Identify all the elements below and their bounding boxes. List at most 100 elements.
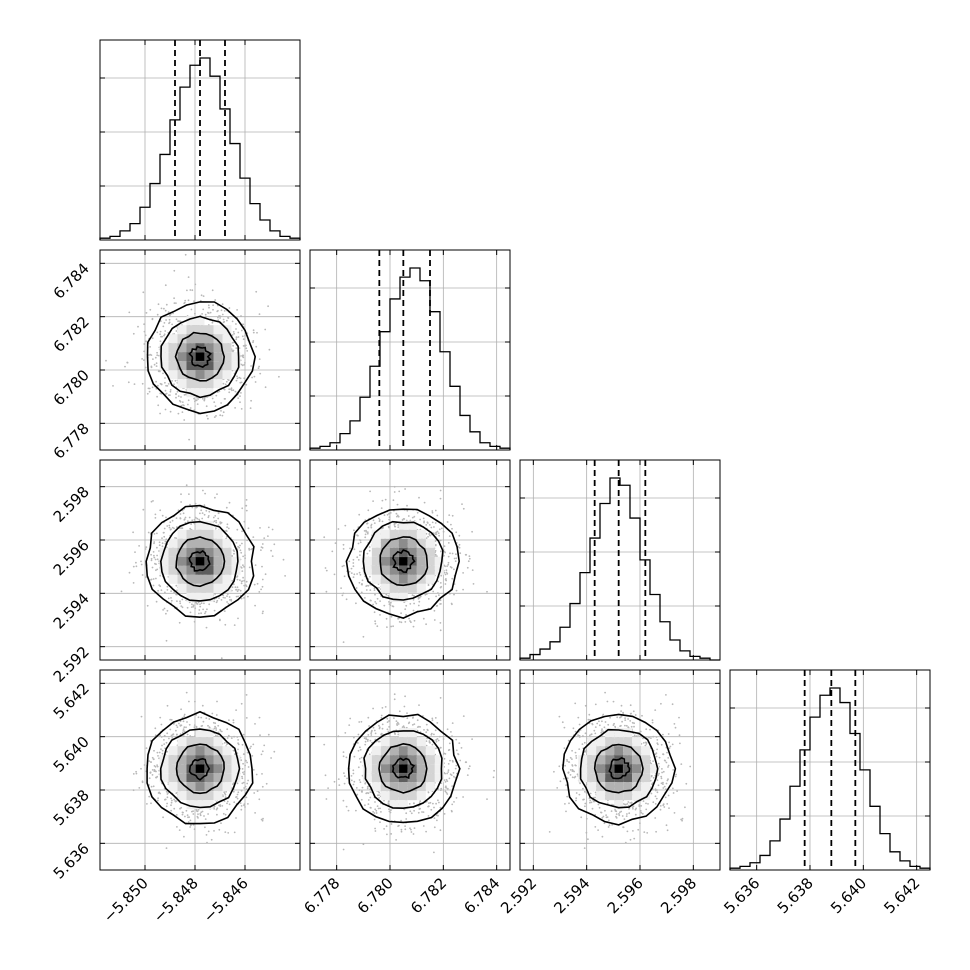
sample-point — [406, 509, 409, 512]
sample-point — [264, 386, 267, 389]
density-cell — [195, 370, 205, 380]
sample-point — [403, 518, 406, 520]
contour-level-3 — [174, 331, 226, 382]
density-cell — [416, 583, 426, 593]
sample-point — [166, 525, 169, 527]
panel-frame — [99, 39, 301, 241]
sample-point — [175, 814, 178, 816]
density-cell — [168, 574, 178, 584]
sample-point — [166, 609, 169, 612]
sample-point — [221, 805, 224, 807]
sample-point — [433, 619, 436, 621]
sample-point — [220, 822, 222, 825]
sample-point — [194, 502, 197, 505]
sample-point — [243, 565, 245, 568]
sample-point — [213, 727, 216, 730]
sample-point — [175, 396, 177, 399]
sample-point — [180, 708, 183, 711]
density-cell — [195, 379, 205, 389]
sample-point — [182, 404, 184, 406]
sample-point — [409, 603, 412, 605]
sample-point — [444, 551, 446, 554]
density-cell — [425, 538, 435, 548]
sample-point — [144, 548, 147, 550]
sample-point — [224, 597, 226, 599]
sample-point — [237, 617, 239, 620]
sample-point — [180, 404, 183, 407]
sample-point — [132, 773, 135, 775]
density-cell — [222, 334, 232, 344]
sample-point — [156, 313, 159, 316]
sample-point — [227, 379, 230, 381]
sample-point — [175, 318, 178, 321]
sample-point — [216, 700, 218, 703]
sample-point — [214, 722, 217, 725]
sample-point — [175, 330, 178, 332]
sample-point — [439, 622, 442, 624]
sample-point — [451, 552, 454, 555]
panel-frame — [99, 249, 301, 451]
sample-point — [418, 600, 421, 603]
sample-point — [241, 743, 244, 746]
sample-point — [359, 761, 362, 763]
sample-point — [226, 523, 229, 526]
sample-point — [393, 491, 396, 493]
sample-point — [232, 783, 234, 786]
density-cell — [222, 574, 232, 584]
sample-point — [126, 361, 129, 364]
sample-point — [261, 578, 264, 581]
density-cell — [231, 361, 241, 371]
sample-point — [352, 562, 355, 564]
sample-point — [458, 534, 461, 537]
sample-point — [374, 593, 376, 596]
sample-point — [213, 520, 216, 523]
sample-point — [149, 772, 152, 774]
sample-point — [163, 334, 165, 337]
sample-point — [404, 621, 407, 623]
sample-point — [219, 414, 222, 417]
sample-point — [226, 802, 228, 805]
sample-point — [449, 592, 451, 595]
sample-point — [155, 569, 157, 572]
sample-point — [425, 524, 428, 526]
panel-frame — [729, 669, 931, 871]
sample-point — [165, 384, 168, 387]
sample-point — [206, 608, 208, 611]
sample-point — [445, 579, 448, 582]
density-cell — [371, 565, 381, 575]
sample-point — [151, 769, 154, 771]
sample-point — [359, 541, 362, 544]
density-cell — [177, 583, 187, 593]
density-cell — [213, 325, 223, 335]
sample-point — [472, 583, 475, 585]
sample-point — [240, 567, 243, 569]
sample-point — [227, 602, 230, 605]
density-cell — [159, 343, 169, 353]
sample-point — [184, 299, 187, 302]
sample-point — [256, 790, 259, 792]
sample-point — [148, 777, 151, 780]
sample-point — [150, 354, 153, 356]
sample-point — [423, 520, 425, 523]
sample-point — [251, 376, 254, 379]
sample-point — [223, 310, 226, 312]
sample-point — [237, 397, 240, 399]
sample-point — [196, 603, 199, 605]
sample-point — [392, 605, 395, 608]
sample-point — [214, 299, 217, 301]
sample-point — [468, 557, 471, 560]
sample-point — [167, 383, 170, 385]
sample-point — [175, 584, 178, 587]
sample-point — [206, 841, 208, 844]
sample-point — [331, 550, 334, 553]
sample-point — [232, 719, 235, 722]
density-cell — [380, 529, 390, 539]
sample-point — [169, 528, 172, 531]
sample-point — [207, 813, 210, 815]
sample-point — [204, 313, 207, 316]
sample-point — [171, 737, 174, 739]
sample-point — [236, 590, 239, 593]
sample-point — [273, 750, 276, 753]
sample-point — [410, 812, 413, 815]
sample-point — [235, 709, 238, 711]
